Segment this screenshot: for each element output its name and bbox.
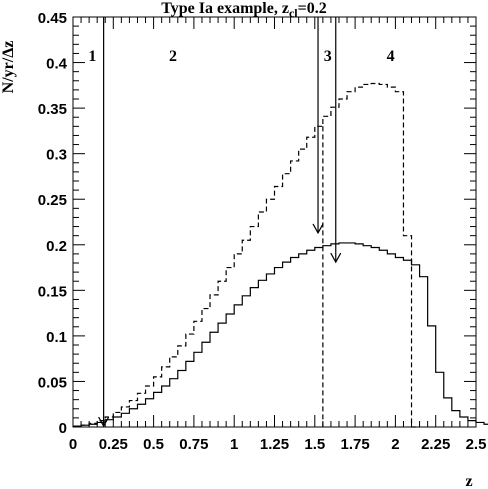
y-tick-label: 0.35: [38, 101, 67, 118]
y-axis-title: N/yr/Δz: [0, 41, 17, 94]
x-tick-label: 1.25: [260, 436, 289, 453]
y-tick-label: 0.4: [46, 56, 68, 73]
x-tick-label: 2.25: [421, 436, 450, 453]
region-label: 4: [387, 48, 395, 65]
x-axis: 0 0.25 0.5 0.75 1 1.25 1.5 1.75 2 2.25 2.5: [69, 17, 487, 453]
region-label: 1: [88, 48, 96, 65]
plot-series: [73, 82, 488, 428]
region-label: 2: [169, 48, 177, 65]
y-tick-label: 0.15: [38, 283, 67, 300]
y-tick-label: 0.05: [38, 374, 67, 391]
y-tick-label: 0.45: [38, 10, 67, 27]
histogram-solid: [73, 242, 488, 427]
y-tick-label: 0.2: [46, 238, 67, 255]
region-label: 3: [324, 48, 332, 65]
x-tick-label: 1.75: [340, 436, 369, 453]
x-tick-label: 2: [391, 436, 399, 453]
plot-frame: [72, 16, 477, 428]
x-tick-label: 0.75: [179, 436, 208, 453]
x-tick-label: 0.25: [99, 436, 128, 453]
x-tick-label: 0: [69, 436, 77, 453]
arrow-head: [312, 223, 324, 235]
cut-arrows: [98, 17, 342, 428]
chart-title: Type Ia example, zcl=0.2: [161, 0, 326, 20]
region-labels: 1 2 3 4: [88, 48, 394, 65]
x-tick-label: 2.5: [466, 436, 487, 453]
arrow-head: [330, 252, 342, 264]
x-tick-label: 1: [230, 436, 238, 453]
x-axis-title: z: [465, 473, 472, 489]
x-tick-label: 0.5: [143, 436, 164, 453]
y-tick-label: 0.1: [46, 329, 67, 346]
histogram-dashed: [73, 82, 420, 428]
arrow-head: [98, 416, 110, 428]
y-tick-label: 0.3: [46, 147, 67, 164]
y-axis: 0 0.05 0.1 0.15 0.2 0.25 0.3 0.35 0.4 0.45: [38, 10, 476, 437]
y-tick-label: 0.25: [38, 192, 67, 209]
y-tick-label: 0: [59, 420, 67, 437]
x-tick-label: 1.5: [304, 436, 325, 453]
